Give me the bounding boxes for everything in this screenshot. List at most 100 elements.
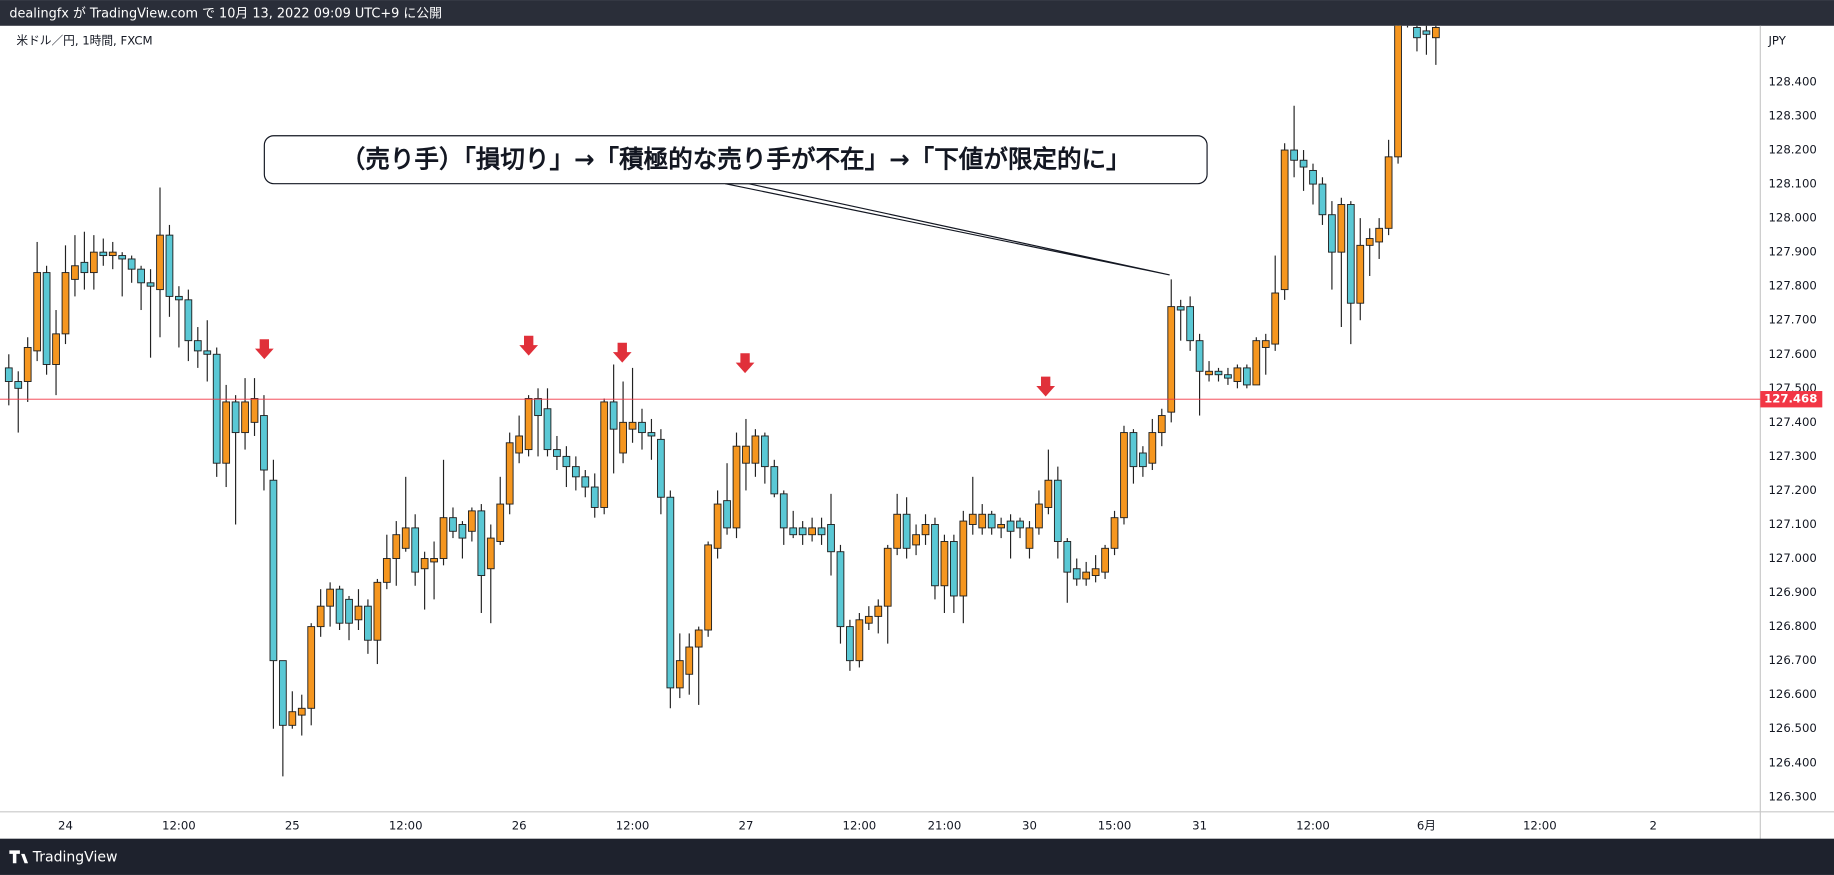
candle-body	[1157, 415, 1166, 434]
candle-body	[80, 261, 89, 274]
y-axis: 126.300 126.400 126.500 126.600 126.700 126.8…	[1769, 74, 1817, 803]
candle-body	[33, 272, 42, 352]
candle-body	[1035, 503, 1043, 529]
candle-body	[685, 646, 694, 675]
candle-body	[534, 398, 542, 417]
candle-body	[1195, 340, 1204, 372]
candle-body	[297, 707, 306, 716]
candle-body	[411, 527, 420, 573]
candle-body	[902, 513, 911, 549]
candle-body	[770, 466, 779, 495]
footer-logo	[9, 850, 29, 864]
candle-body	[581, 476, 590, 488]
candle-body	[222, 401, 231, 464]
candle-body	[1233, 367, 1242, 382]
x-tick-label: 27	[739, 818, 754, 832]
candle-body	[288, 711, 297, 726]
candle-body	[1091, 568, 1100, 577]
down-arrow	[254, 339, 274, 360]
last-price-box	[1760, 391, 1823, 408]
signal-arrows	[254, 335, 1056, 397]
callout-box	[263, 135, 1208, 185]
y-tick-label: 127.600	[1769, 347, 1817, 361]
candle-body	[241, 401, 249, 434]
candle-body	[751, 435, 760, 464]
y-tick-label: 127.200	[1769, 483, 1817, 497]
x-tick-label: 12:00	[843, 818, 877, 832]
candle-body	[675, 660, 684, 689]
last-price-label: 127.468	[1764, 392, 1817, 406]
candle-body	[1431, 27, 1440, 39]
candle-body	[912, 534, 920, 546]
candle-body	[817, 527, 826, 536]
candle-body	[647, 432, 656, 437]
candle-body	[657, 438, 665, 498]
candle-body	[420, 558, 429, 570]
x-tick-label: 25	[285, 818, 300, 832]
candle-body	[477, 510, 486, 577]
y-tick-label: 126.800	[1769, 619, 1817, 633]
x-tick-label: 31	[1192, 818, 1207, 832]
y-tick-label: 128.200	[1769, 143, 1817, 157]
candle-body	[997, 524, 1005, 529]
candle-body	[846, 626, 854, 662]
candle-body	[165, 234, 174, 297]
callout: （売り手）「損切り」→「積極的な売り手が不在」→「下値が限定的に」	[263, 135, 1208, 276]
candle-body	[1016, 520, 1024, 529]
candle-body	[1139, 452, 1147, 468]
x-tick-label: 24	[58, 818, 73, 832]
candle-body	[968, 513, 977, 525]
candle-body	[931, 524, 939, 587]
y-tick-label: 127.300	[1769, 449, 1817, 463]
candle-body	[118, 255, 127, 260]
candle-body	[175, 295, 183, 301]
candle-body	[798, 527, 807, 536]
x-tick-label: 12:00	[389, 818, 423, 832]
candle-body	[571, 466, 580, 478]
candle-body	[184, 299, 193, 342]
candle-body	[921, 524, 930, 536]
candle-body	[1110, 517, 1119, 549]
candle-body	[260, 415, 268, 471]
candle-body	[1006, 520, 1015, 532]
candle-body	[1261, 340, 1270, 348]
candle-body	[590, 486, 599, 508]
x-tick-label: 12:00	[616, 818, 650, 832]
candle-body	[723, 500, 731, 529]
candle-body	[553, 449, 561, 457]
candle-body	[468, 510, 476, 532]
candle-body	[987, 513, 996, 529]
candle-body	[458, 524, 467, 539]
y-tick-label: 128.000	[1769, 211, 1817, 225]
candle-body	[212, 353, 221, 464]
symbol-label: 米ドル／円, 1時間, FXCM	[16, 33, 152, 47]
candle-body	[694, 629, 703, 648]
candle-body	[203, 350, 212, 355]
last-price: 127.468	[0, 391, 1823, 408]
y-tick-label: 127.700	[1769, 313, 1817, 327]
candle-body	[893, 513, 902, 549]
y-tick-label: 128.400	[1769, 74, 1817, 88]
candle-body	[1271, 292, 1280, 345]
candle-body	[1205, 370, 1213, 376]
candle-body	[146, 282, 155, 287]
candle-body	[108, 251, 117, 257]
candle-body	[704, 544, 713, 631]
x-tick-label: 12:00	[1523, 818, 1557, 832]
x-tick-label: 30	[1022, 818, 1037, 832]
candle-body	[1328, 214, 1336, 253]
candle-body	[1299, 159, 1308, 168]
candle-body	[345, 598, 353, 624]
candle-body	[14, 381, 23, 389]
y-axis-unit: JPY	[1768, 33, 1787, 47]
candle-body	[42, 272, 51, 365]
candle-body	[231, 401, 240, 434]
candle-body	[1167, 306, 1176, 413]
candle-body	[1413, 27, 1421, 39]
candle-body	[99, 251, 108, 257]
down-arrow	[519, 335, 539, 356]
candle-body	[269, 479, 278, 662]
candle-body	[23, 347, 32, 382]
